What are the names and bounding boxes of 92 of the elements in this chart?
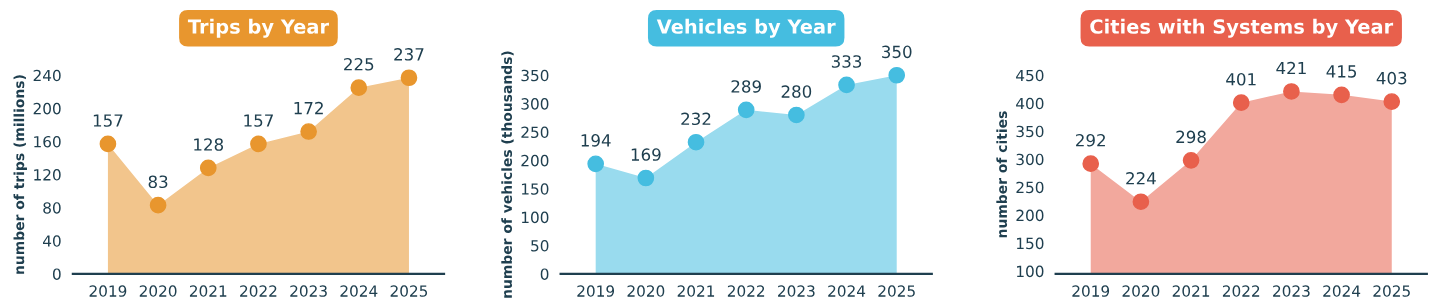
data-label: 237	[394, 48, 424, 61]
data-label: 232	[681, 112, 711, 126]
point	[788, 106, 805, 124]
y-tick-label: 300	[521, 98, 549, 110]
point	[99, 135, 117, 153]
point	[838, 76, 855, 94]
point	[350, 79, 368, 97]
x-tick-label: 2023	[1273, 285, 1310, 297]
point	[1182, 151, 1200, 169]
data-label: 224	[1126, 172, 1156, 185]
point	[1283, 83, 1300, 100]
y-tick-label: 160	[34, 135, 61, 148]
x-tick-label: 2025	[878, 285, 915, 297]
y-tick-label: 250	[521, 126, 549, 139]
data-label: 292	[1076, 133, 1105, 147]
data-label: 415	[1326, 65, 1357, 78]
y-tick-label: 150	[521, 183, 549, 195]
y-axis-title: number of cities	[996, 111, 1008, 238]
y-tick-label: 50	[531, 240, 549, 252]
point	[1333, 86, 1350, 104]
y-tick-label: 400	[1016, 97, 1044, 110]
point	[587, 155, 605, 173]
y-tick-label: 300	[1016, 153, 1044, 166]
y-tick-label: 350	[521, 69, 549, 82]
x-tick-label: 2023	[290, 285, 327, 297]
y-tick-label: 100	[1017, 265, 1044, 278]
x-tick-label: 2019	[577, 285, 615, 297]
point	[1132, 193, 1150, 211]
data-label: 401	[1226, 72, 1256, 86]
x-tick-label: 2025	[390, 285, 428, 297]
x-tick-label: 2022	[240, 285, 277, 297]
point	[250, 135, 267, 153]
x-tick-label: 2019	[89, 285, 127, 297]
x-tick-label: 2022	[727, 285, 765, 297]
x-tick-label: 2020	[1122, 285, 1160, 297]
point	[888, 66, 906, 84]
data-label: 194	[581, 134, 611, 147]
chart-title: Trips by Year	[187, 18, 329, 38]
y-tick-label: 150	[1017, 237, 1044, 250]
chart-title: Cities with Systems by Year	[1090, 18, 1394, 38]
x-tick-label: 2020	[627, 285, 665, 297]
y-tick-label: 40	[43, 235, 61, 247]
y-tick-label: 200	[33, 102, 61, 115]
y-tick-label: 450	[1016, 69, 1044, 82]
point	[400, 69, 418, 87]
data-label: 333	[831, 55, 862, 68]
x-tick-label: 2022	[1222, 285, 1260, 297]
data-label: 157	[93, 114, 123, 127]
x-tick-label: 2021	[189, 285, 227, 297]
y-tick-label: 0	[52, 268, 61, 280]
point	[1082, 155, 1100, 173]
data-label: 157	[244, 114, 273, 127]
x-tick-label: 2023	[778, 285, 815, 297]
y-axis-title: number of trips (millions)	[13, 75, 27, 274]
y-tick-label: 0	[540, 268, 549, 280]
x-tick-label: 2025	[1373, 285, 1410, 297]
data-label: 225	[344, 57, 374, 71]
point	[687, 133, 705, 151]
y-tick-label: 80	[43, 202, 61, 214]
x-tick-label: 2021	[1172, 285, 1210, 297]
data-label: 280	[781, 85, 812, 98]
data-label: 298	[1176, 130, 1206, 144]
point	[737, 101, 755, 119]
y-axis-title: number of vehicles (thousands)	[501, 51, 514, 298]
y-tick-label: 100	[521, 211, 549, 224]
y-tick-label: 350	[1016, 125, 1044, 138]
point	[300, 123, 317, 140]
point	[1232, 94, 1250, 112]
data-label: 83	[148, 175, 168, 189]
data-label: 350	[882, 45, 912, 59]
x-tick-label: 2024	[1323, 285, 1361, 297]
point	[149, 196, 167, 214]
y-tick-label: 250	[1016, 181, 1044, 194]
point	[637, 169, 655, 187]
x-tick-label: 2021	[677, 285, 715, 297]
data-label: 169	[631, 148, 661, 161]
y-tick-label: 240	[33, 69, 61, 82]
data-label: 289	[731, 80, 761, 93]
data-label: 128	[194, 138, 224, 151]
chart-title: Vehicles by Year	[656, 18, 836, 38]
y-tick-label: 120	[34, 169, 61, 181]
x-tick-label: 2020	[139, 285, 177, 297]
y-tick-label: 200	[521, 154, 549, 167]
x-tick-label: 2024	[828, 285, 866, 297]
data-label: 403	[1376, 71, 1407, 85]
data-label: 421	[1276, 61, 1306, 75]
x-tick-label: 2024	[340, 285, 378, 297]
y-tick-label: 200	[1016, 209, 1044, 222]
point	[199, 159, 217, 177]
data-label: 172	[294, 101, 323, 115]
x-tick-label: 2019	[1072, 285, 1110, 297]
point	[1383, 93, 1401, 110]
